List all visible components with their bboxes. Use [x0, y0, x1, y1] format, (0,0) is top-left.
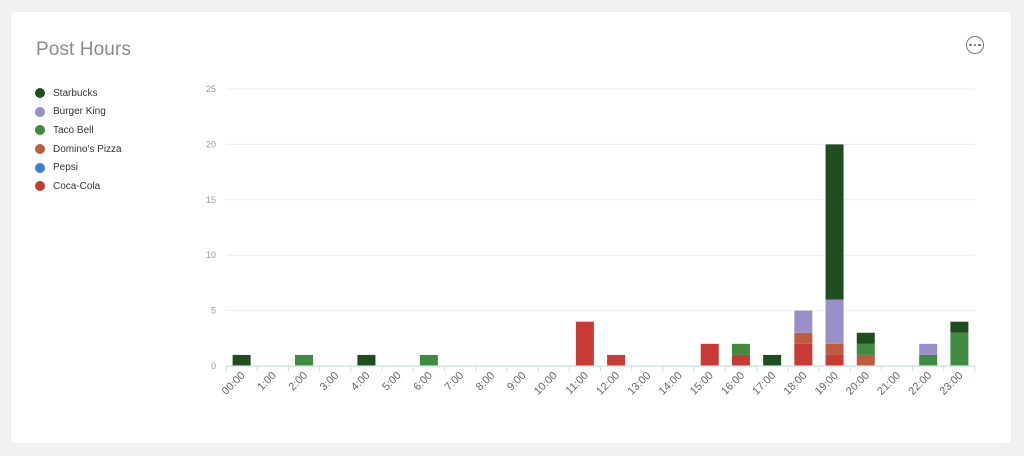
x-tick-label: 11:00	[564, 370, 591, 397]
x-tick-label: 12:00	[594, 370, 622, 398]
x-tick-label: 20:00	[844, 370, 872, 398]
bar-segment[interactable]	[731, 343, 750, 355]
bar-segment[interactable]	[575, 321, 594, 366]
x-tick-label: 3:00	[318, 370, 342, 394]
legend-swatch	[35, 144, 45, 155]
y-tick-label: 20	[206, 139, 216, 149]
legend-label: Burger King	[53, 106, 106, 118]
x-tick-label: 2:00	[287, 370, 311, 394]
bar-segment[interactable]	[950, 321, 969, 333]
bar-segment[interactable]	[856, 332, 875, 344]
legend-swatch	[35, 162, 45, 173]
x-tick-label: 22:00	[906, 370, 934, 398]
x-tick-label: 17:00	[750, 370, 778, 398]
x-tick-label: 10:00	[532, 370, 560, 398]
legend-item[interactable]: Domino's Pizza	[35, 140, 122, 159]
x-tick-label: 21:00	[875, 370, 903, 398]
legend-swatch	[35, 88, 45, 99]
bar-segment[interactable]	[825, 343, 844, 355]
y-tick-label: 5	[211, 306, 216, 316]
bar-segment[interactable]	[607, 354, 626, 366]
bar-segment[interactable]	[794, 332, 813, 344]
y-tick-label: 0	[211, 361, 216, 371]
x-tick-label: 4:00	[349, 370, 373, 394]
more-options-button[interactable]	[966, 36, 984, 54]
y-axis-ticks: 0 5 10 15 20 25	[206, 84, 216, 371]
bar-segment[interactable]	[357, 354, 376, 366]
chart-bars	[232, 144, 969, 366]
bar-segment[interactable]	[700, 343, 719, 366]
bar-segment[interactable]	[763, 354, 782, 366]
bar-segment[interactable]	[232, 354, 251, 366]
legend-swatch	[35, 106, 45, 117]
bar-segment[interactable]	[825, 299, 844, 344]
bar-segment[interactable]	[295, 354, 314, 366]
chart-grid	[226, 88, 975, 312]
bar-segment[interactable]	[856, 354, 875, 366]
x-tick-label: 16:00	[719, 370, 747, 398]
y-tick-label: 15	[206, 195, 216, 205]
bar-segment[interactable]	[794, 310, 813, 333]
x-axis: 00:00 1:00 2:00 3:00 4:00 5:00 6:00 7:00 8:00 9:0…	[220, 365, 976, 398]
legend-label: Coca-Cola	[53, 180, 101, 192]
bar-segment[interactable]	[825, 354, 844, 366]
legend-label: Starbucks	[53, 87, 98, 99]
bar-segment[interactable]	[856, 343, 875, 355]
legend-item[interactable]: Burger King	[35, 103, 122, 122]
bar-segment[interactable]	[950, 332, 969, 366]
x-tick-label: 23:00	[938, 370, 966, 398]
bar-segment[interactable]	[919, 343, 938, 355]
y-tick-label: 10	[206, 250, 216, 260]
x-tick-label: 14:00	[657, 370, 685, 398]
x-tick-label: 9:00	[505, 370, 529, 394]
legend-label: Taco Bell	[53, 124, 94, 136]
legend-swatch	[35, 125, 45, 136]
legend-swatch	[35, 181, 45, 192]
bar-segment[interactable]	[794, 343, 813, 366]
x-tick-label: 19:00	[813, 370, 841, 398]
more-dot	[978, 43, 981, 47]
legend-item[interactable]: Coca-Cola	[35, 177, 122, 196]
bar-segment[interactable]	[825, 144, 844, 300]
x-tick-label: 5:00	[380, 370, 404, 394]
x-tick-label: 15:00	[688, 370, 716, 398]
card-title: Post Hours	[36, 39, 131, 60]
legend-label: Domino's Pizza	[53, 143, 122, 155]
more-dot	[973, 43, 977, 47]
x-tick-label: 1:00	[255, 370, 279, 394]
x-tick-label: 13:00	[625, 370, 653, 398]
post-hours-card: Post Hours Starbucks Burger King Taco Be…	[11, 12, 1011, 443]
x-tick-label: 18:00	[782, 370, 810, 398]
legend-item[interactable]: Pepsi	[35, 158, 122, 177]
bar-segment[interactable]	[419, 354, 438, 366]
y-tick-label: 25	[206, 84, 216, 94]
x-tick-label: 00:00	[220, 370, 248, 398]
x-tick-label: 8:00	[474, 370, 498, 394]
legend-item[interactable]: Starbucks	[35, 84, 122, 103]
x-tick-label: 6:00	[411, 370, 435, 394]
chart-legend: Starbucks Burger King Taco Bell Domino's…	[35, 84, 122, 196]
legend-label: Pepsi	[53, 162, 79, 174]
more-horizontal-circle-icon	[969, 43, 972, 47]
bar-segment[interactable]	[731, 354, 750, 366]
x-tick-label: 7:00	[443, 370, 467, 394]
legend-item[interactable]: Taco Bell	[35, 121, 122, 140]
bar-segment[interactable]	[919, 354, 938, 366]
